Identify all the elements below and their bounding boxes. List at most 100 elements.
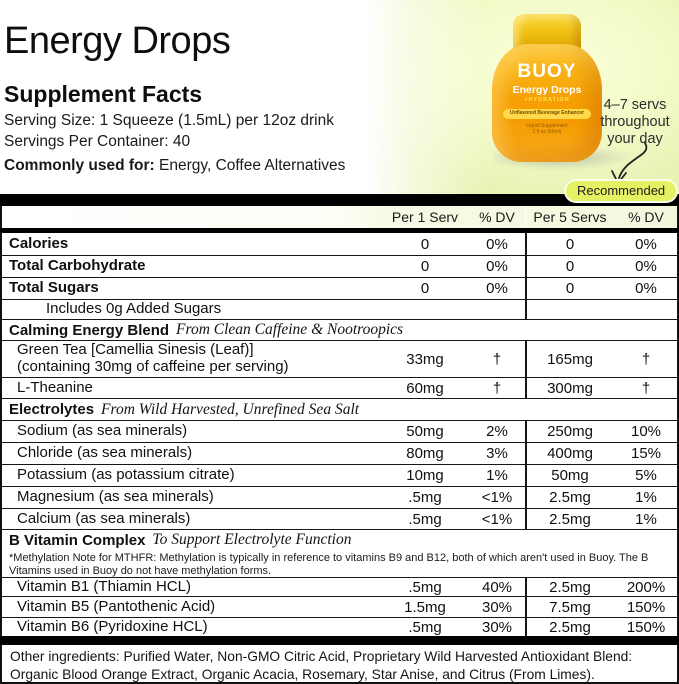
bottle-label-pill: Unflavored Beverage Enhancer: [502, 108, 592, 119]
row-name: Chloride (as sea minerals): [17, 444, 193, 462]
bottle-product-name: Energy Drops: [512, 84, 582, 96]
table-row-total-carbohydrate: Total Carbohydrate 0 0% 0 0%: [2, 255, 677, 277]
row-name: Total Sugars: [9, 279, 99, 297]
value-per-5-servs: 7.5mg: [549, 598, 591, 616]
value-per-5-servs: 2.5mg: [549, 578, 591, 596]
table-row-calcium-as-sea-minerals: Calcium (as sea minerals) .5mg <1% 2.5mg 1%: [2, 508, 677, 529]
value-per-1-serv: 50mg: [406, 423, 444, 440]
column-header-1: % DV: [479, 209, 515, 225]
value-per-1-serv: .5mg: [408, 618, 442, 636]
value-per-1-serv: 1.5mg: [404, 598, 446, 616]
column-header-0: Per 1 Serv: [391, 209, 459, 225]
section-header-electrolytes: Electrolytes From Wild Harvested, Unrefin…: [2, 398, 677, 420]
section-subtitle: From Clean Caffeine & Nootroopics: [176, 321, 404, 338]
table-header-row: Per 1 Serv % DV Per 5 Servs % DV: [0, 206, 679, 228]
value-dv-1-serv: †: [492, 350, 502, 368]
bottle-product-subtitle: +HYDRATION: [524, 97, 570, 103]
value-dv-5-servs: 1%: [635, 510, 657, 528]
value-per-1-serv: 33mg: [406, 350, 444, 368]
value-per-1-serv: 0: [420, 280, 430, 297]
row-name: Sodium (as sea minerals): [17, 422, 188, 440]
value-per-5-servs: 0: [565, 258, 575, 275]
value-dv-1-serv: 30%: [481, 598, 513, 616]
column-header-2: Per 5 Servs: [533, 209, 607, 225]
value-dv-5-servs: 10%: [630, 423, 662, 440]
row-name: Vitamin B5 (Pantothenic Acid): [17, 597, 216, 615]
value-dv-1-serv: <1%: [481, 489, 513, 506]
value-dv-5-servs: 15%: [630, 445, 662, 462]
section-header-b-vitamin-complex: B Vitamin Complex To Support Electrolyte …: [2, 529, 677, 550]
section-header-calming-energy-blend: Calming Energy Blend From Clean Caffeine …: [2, 319, 677, 340]
value-dv-1-serv: 0%: [486, 235, 508, 253]
value-dv-1-serv: 30%: [481, 618, 513, 636]
bottle-body: BUOY Energy Drops +HYDRATION Unflavored …: [492, 44, 602, 162]
section-name: Electrolytes: [9, 401, 95, 418]
value-per-5-servs: 250mg: [547, 423, 593, 440]
row-name: Calcium (as sea minerals): [17, 509, 191, 527]
row-name: Magnesium (as sea minerals): [17, 488, 214, 506]
table-top-bar: [0, 194, 679, 206]
value-per-5-servs: 400mg: [547, 445, 593, 462]
value-dv-5-servs: 0%: [635, 280, 657, 297]
row-name: Calories: [9, 234, 69, 252]
column-header-3: % DV: [628, 209, 664, 225]
table-row-l-theanine: L-Theanine 60mg † 300mg †: [2, 377, 677, 398]
row-name: Total Carbohydrate: [9, 257, 146, 275]
value-dv-1-serv: 1%: [486, 467, 508, 484]
value-per-5-servs: 0: [565, 235, 575, 253]
value-dv-1-serv: 2%: [486, 423, 508, 440]
value-per-5-servs: 2.5mg: [549, 618, 591, 636]
value-per-1-serv: 0: [420, 258, 430, 275]
table-row-green-tea-camellia-sinesis-leaf: Green Tea [Camellia Sinesis (Leaf)] (cont…: [2, 340, 677, 377]
supplement-facts-table: Per 1 Serv % DV Per 5 Servs % DV Calories 0 0…: [0, 194, 679, 684]
section-name: B Vitamin Complex: [9, 531, 146, 549]
section-subtitle: From Wild Harvested, Unrefined Sea Salt: [101, 400, 360, 418]
value-dv-5-servs: 200%: [626, 578, 666, 596]
value-per-5-servs: 2.5mg: [549, 489, 591, 506]
value-dv-5-servs: 150%: [626, 598, 666, 616]
recommended-badge: Recommended: [564, 179, 679, 203]
other-ingredients-box: Other ingredients: Purified Water, Non-G…: [0, 645, 679, 684]
table-row-vitamin-b1-thiamin-hcl: Vitamin B1 (Thiamin HCL) .5mg 40% 2.5mg 200%: [2, 577, 677, 596]
table-row-calories: Calories 0 0% 0 0%: [2, 232, 677, 255]
value-dv-5-servs: 0%: [635, 258, 657, 275]
section-subtitle: To Support Electrolyte Function: [152, 531, 352, 548]
value-per-5-servs: 300mg: [547, 379, 593, 397]
value-dv-1-serv: <1%: [481, 510, 513, 528]
serving-size-text: Serving Size: 1 Squeeze (1.5mL) per 12oz…: [4, 112, 334, 129]
value-per-1-serv: .5mg: [408, 578, 442, 596]
table-row-vitamin-b6-pyridoxine-hcl: Vitamin B6 (Pyridoxine HCL) .5mg 30% 2.5mg 1…: [2, 617, 677, 636]
value-dv-5-servs: 1%: [635, 489, 657, 506]
table-body: Calories 0 0% 0 0% Total Carbohydrate 0 0% 0 0% To…: [0, 232, 679, 636]
table-row-magnesium-as-sea-minerals: Magnesium (as sea minerals) .5mg <1% 2.5mg 1…: [2, 486, 677, 508]
table-row-chloride-as-sea-minerals: Chloride (as sea minerals) 80mg 3% 400mg 15%: [2, 442, 677, 464]
value-dv-5-servs: 5%: [635, 467, 657, 484]
servings-per-container-text: Servings Per Container: 40: [4, 133, 191, 150]
brand-logo: BUOY: [517, 61, 577, 82]
row-name: Vitamin B1 (Thiamin HCL): [17, 577, 191, 595]
table-row-potassium-as-potassium-citrate: Potassium (as potassium citrate) 10mg 1% 50…: [2, 464, 677, 486]
row-name-line2: (containing 30mg of caffeine per serving…: [17, 358, 289, 375]
table-row-vitamin-b5-pantothenic-acid: Vitamin B5 (Pantothenic Acid) 1.5mg 30% 7.5…: [2, 596, 677, 617]
table-row-total-sugars: Total Sugars 0 0% 0 0%: [2, 277, 677, 299]
bottle-small-print: Liquid Supplement 2 fl oz (60ml): [526, 122, 568, 136]
table-row-includes-0g-added-sugars: Includes 0g Added Sugars: [2, 299, 677, 319]
value-per-1-serv: 60mg: [406, 379, 444, 397]
row-name: Green Tea [Camellia Sinesis (Leaf)] (cont…: [2, 341, 381, 376]
methylation-note: *Methylation Note for MTHFR: Methylation…: [9, 552, 649, 577]
value-per-1-serv: .5mg: [408, 489, 442, 506]
commonly-used-value: Energy, Coffee Alternatives: [159, 157, 346, 174]
value-dv-1-serv: 0%: [486, 280, 508, 297]
table-header-divider-bar: [0, 228, 679, 233]
value-dv-5-servs: †: [641, 379, 651, 397]
value-per-5-servs: 2.5mg: [549, 510, 591, 528]
value-dv-5-servs: 150%: [626, 618, 666, 636]
value-per-5-servs: 165mg: [547, 350, 593, 368]
serving-annotation: 4–7 servs throughout your day: [600, 97, 670, 148]
value-per-1-serv: 10mg: [406, 467, 444, 484]
supplement-facts-heading: Supplement Facts: [4, 81, 203, 107]
value-per-1-serv: .5mg: [408, 510, 442, 528]
value-dv-1-serv: 3%: [486, 445, 508, 462]
row-name: Vitamin B6 (Pyridoxine HCL): [17, 617, 208, 635]
